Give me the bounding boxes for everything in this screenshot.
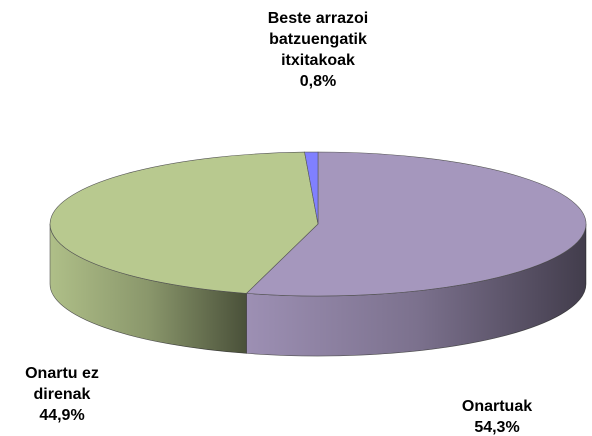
slice-label: Onartuak 54,3% [442,396,552,436]
slice-name: Onartu ez direnak [25,365,99,403]
slice [245,151,587,297]
slice-label: Beste arrazoi batzuengatik itxitakoak 0,… [233,8,403,92]
slice [49,151,319,294]
slice-label: Onartu ez direnak 44,9% [7,363,117,426]
slice-side-shade [50,224,247,354]
slice-side-shade [246,224,586,356]
slice-value: 54,3% [474,419,520,436]
slice-name: Onartuak [461,398,533,415]
slice [304,151,319,225]
pie-tops [49,151,587,297]
slice-value: 44,9% [39,407,85,424]
slice-value: 0,8% [299,73,337,90]
slice-name: Beste arrazoi batzuengatik itxitakoak [267,10,369,69]
pie-sides [49,223,587,357]
